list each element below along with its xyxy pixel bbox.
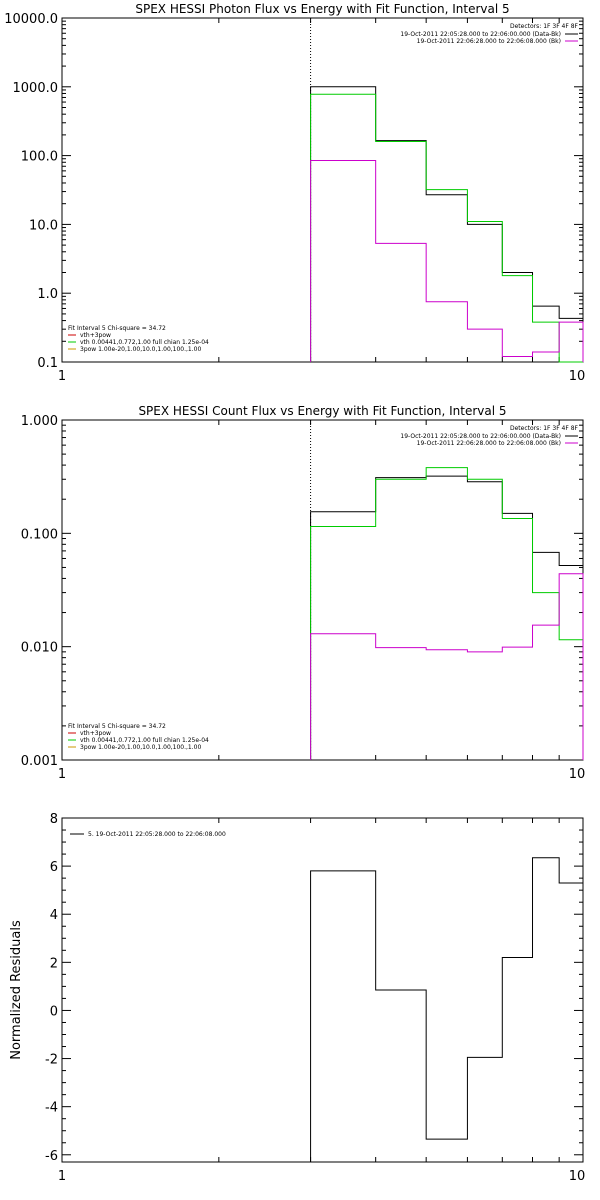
chart-panel-3: 8 6 4 2 0 -2 -4 -61 10 Normalized Residuals 5. 19-… [9, 812, 585, 1184]
series-line-1 [310, 86, 584, 362]
y-tick-label: -6 [45, 1149, 58, 1164]
series-line-1 [310, 857, 584, 1162]
y-tick-label: 1.0 [37, 287, 58, 302]
y-tick-label: -2 [45, 1053, 58, 1068]
x-tick-label: 1 [58, 767, 66, 782]
y-tick-label: 8 [50, 812, 58, 827]
legend-entry: 19-Oct-2011 22:06:28.000 to 22:06:08.000… [417, 38, 561, 45]
y-tick-label: 10000.0 [4, 12, 58, 27]
plot-frame [61, 17, 584, 363]
x-tick-label: 1 [58, 1169, 66, 1184]
y-tick-label: 2 [50, 956, 58, 971]
plot-frame [61, 817, 584, 1163]
y-axis-label: Normalized Residuals [9, 920, 24, 1060]
series-line-1 [310, 475, 584, 760]
y-tick-label: 6 [50, 860, 58, 875]
plot-frame [61, 419, 584, 761]
y-tick-label: 1000.0 [13, 81, 59, 96]
legend-entry: 19-Oct-2011 22:06:28.000 to 22:06:08.000… [417, 440, 561, 447]
chart-title: SPEX HESSI Count Flux vs Energy with Fit… [138, 404, 506, 418]
series-line-2 [310, 93, 583, 363]
x-tick-label: 1 [58, 369, 66, 384]
y-tick-label: 0.001 [21, 754, 58, 769]
legend-heading: Detectors: 1F 3F 4F 8F [510, 425, 579, 432]
x-tick-label: 10 [569, 1169, 586, 1184]
fit-legend-entry: 3pow 1.00e-20,1.00,10.0,1.00,100.,1.00 [80, 346, 201, 353]
fit-legend-entry: vth+3pow [80, 332, 111, 339]
y-tick-label: 0.100 [21, 527, 58, 542]
x-tick-label: 10 [569, 767, 586, 782]
x-tick-label: 10 [569, 369, 586, 384]
chart-panel-2: SPEX HESSI Count Flux vs Energy with Fit… [21, 404, 585, 782]
fit-legend-entry: vth+3pow [80, 730, 111, 737]
y-tick-label: -4 [45, 1101, 58, 1116]
legend-entry: 5. 19-Oct-2011 22:05:28.000 to 22:06:08.… [88, 831, 226, 838]
y-tick-label: 100.0 [21, 150, 58, 165]
series-line-3 [310, 573, 584, 760]
y-tick-label: 0.1 [37, 356, 58, 371]
legend-entry: 19-Oct-2011 22:05:28.000 to 22:06:00.000… [400, 433, 561, 440]
fit-legend-entry: vth 0.00441,0.772,1.00 full chian 1.25e-… [80, 737, 209, 744]
y-tick-label: 0.010 [21, 641, 58, 656]
chart-title: SPEX HESSI Photon Flux vs Energy with Fi… [135, 2, 509, 16]
fit-legend-heading: Fit Interval 5 Chi-square = 34.72 [68, 325, 166, 332]
y-tick-label: 0 [50, 1004, 58, 1019]
legend-heading: Detectors: 1F 3F 4F 8F [510, 23, 579, 30]
y-tick-label: 1.000 [21, 414, 58, 429]
legend-entry: 19-Oct-2011 22:05:28.000 to 22:06:00.000… [400, 31, 561, 38]
fit-legend-heading: Fit Interval 5 Chi-square = 34.72 [68, 723, 166, 730]
y-tick-label: 10.0 [29, 218, 58, 233]
fit-legend-entry: 3pow 1.00e-20,1.00,10.0,1.00,100.,1.00 [80, 744, 201, 751]
chart-panel-1: SPEX HESSI Photon Flux vs Energy with Fi… [4, 2, 585, 384]
fit-legend-entry: vth 0.00441,0.772,1.00 full chian 1.25e-… [80, 339, 209, 346]
series-line-3 [310, 159, 584, 362]
y-tick-label: 4 [50, 908, 58, 923]
